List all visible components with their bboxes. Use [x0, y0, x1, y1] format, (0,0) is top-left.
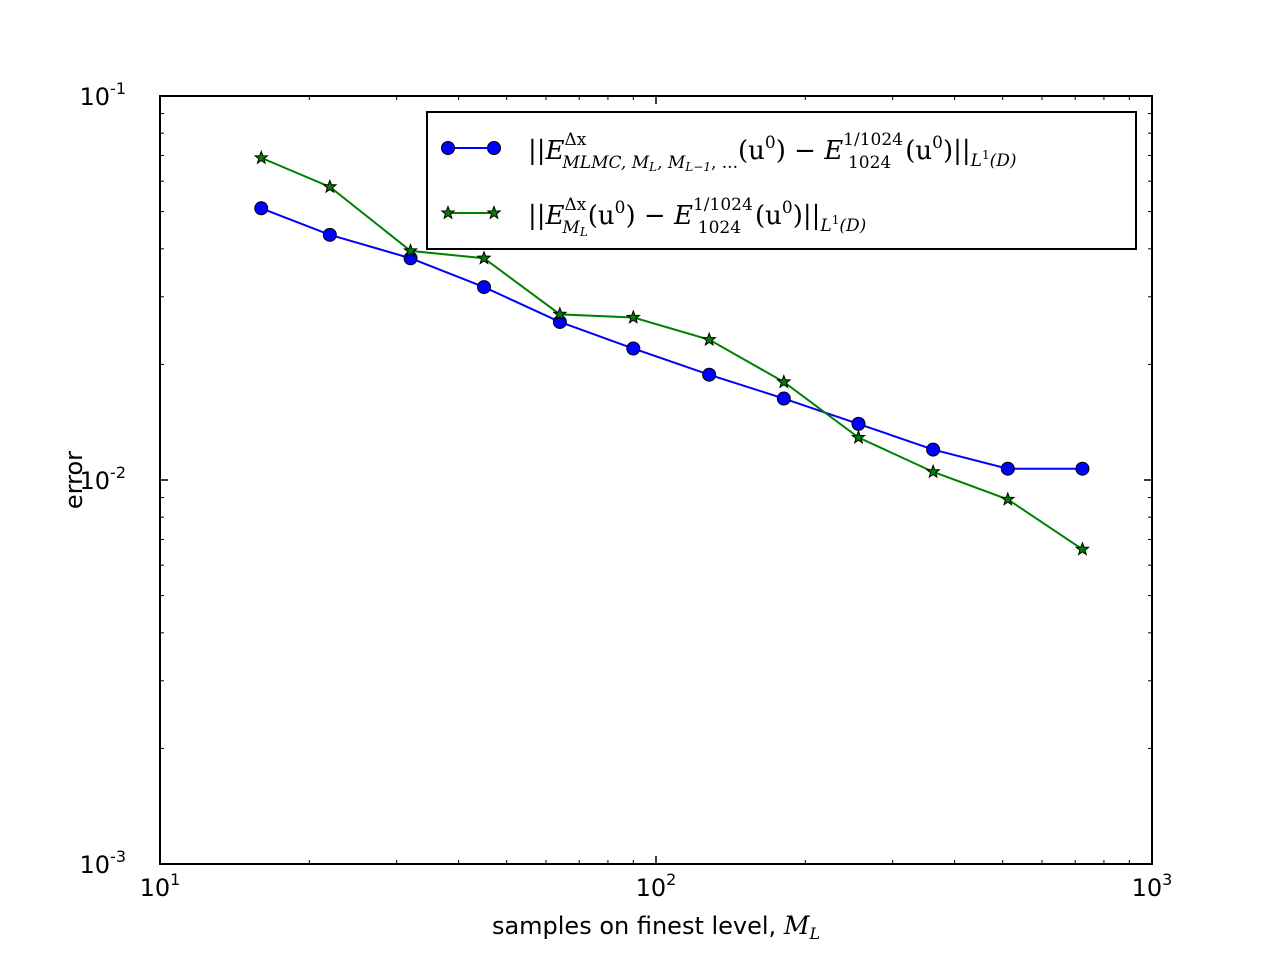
data-point-mlmc: [1075, 461, 1090, 476]
x-tick-label-1000: 103: [1132, 870, 1173, 902]
data-point-mlmc: [322, 227, 337, 242]
data-point-mc: [625, 309, 641, 324]
data-point-mc: [850, 429, 867, 444]
legend-box: [426, 111, 1137, 250]
y-tick-label-0.01: 10-2: [80, 463, 127, 495]
x-axis-label: samples on finest level, ML: [492, 911, 820, 943]
data-point-mlmc: [702, 367, 717, 382]
data-point-mc: [776, 374, 792, 389]
data-point-mc: [925, 463, 941, 479]
series-line-mlmc: [260, 207, 1083, 470]
legend-marker-mc-right: [486, 205, 502, 220]
data-point-mc: [701, 331, 717, 347]
data-point-mc: [552, 306, 568, 321]
data-point-mlmc: [626, 341, 641, 356]
x-tick-label-10: 101: [140, 870, 181, 902]
x-tick-label-100: 102: [636, 870, 677, 902]
data-point-mlmc: [1000, 461, 1015, 476]
plot-frame: [159, 95, 1153, 865]
data-point-mc: [322, 178, 338, 194]
data-point-mlmc: [926, 442, 941, 457]
legend-marker-mc-left: [440, 205, 456, 220]
legend-label-mc: ||EΔx ML(u0) − E1/1024 1024 (u0)||L1(D): [528, 195, 866, 239]
series-line-mc: [260, 156, 1083, 551]
data-point-mlmc: [476, 280, 491, 295]
y-axis-label: error: [60, 451, 88, 509]
legend: ||EΔx MLMC, ML, ML−1, ...(u0) − E1/1024 10…: [426, 111, 1137, 250]
data-point-mc: [476, 250, 492, 265]
data-point-mc: [402, 242, 419, 258]
data-point-mlmc: [776, 391, 791, 406]
legend-marker-mlmc-left: [441, 141, 455, 155]
series-layer: [253, 149, 1090, 556]
y-tick-label-0.001: 10-3: [80, 847, 127, 879]
data-point-mc: [1000, 491, 1016, 506]
legend-marker-mlmc-right: [487, 141, 501, 155]
data-point-mc: [253, 149, 269, 165]
legend-label-mlmc: ||EΔx MLMC, ML, ML−1, ...(u0) − E1/1024 10…: [528, 130, 1016, 174]
series-mc: [253, 149, 1090, 556]
data-point-mlmc: [254, 201, 269, 216]
data-point-mlmc: [851, 416, 866, 431]
data-point-mc: [1074, 541, 1090, 556]
series-mlmc: [254, 201, 1090, 476]
y-tick-label-0.1: 10-1: [80, 79, 127, 111]
